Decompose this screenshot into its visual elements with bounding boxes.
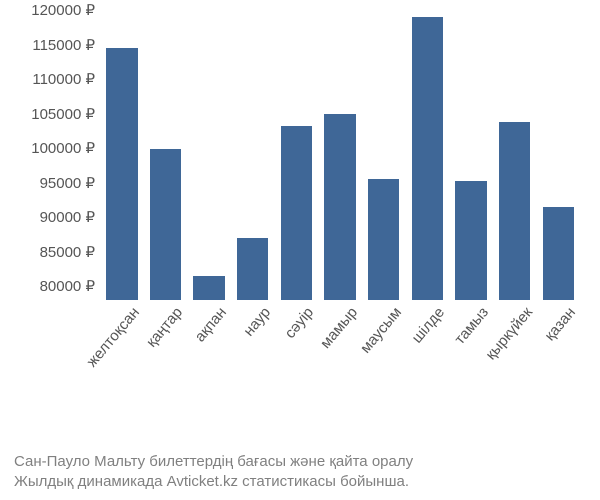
- bar-slot: [144, 10, 188, 300]
- x-axis-label: сәуір: [282, 304, 318, 342]
- chart-caption: Сан-Пауло Мальту билеттердің бағасы және…: [0, 452, 600, 493]
- y-tick: 95000 ₽: [40, 174, 95, 192]
- x-axis-label: наур: [240, 304, 274, 340]
- bar-slot: [405, 10, 449, 300]
- x-axis-label: қазан: [542, 304, 580, 344]
- x-axis-label: ақпан: [192, 304, 231, 345]
- x-axis-labels: желтоқсанқаңтарақпаннаурсәуірмамырмаусым…: [100, 304, 580, 444]
- bar: [543, 207, 574, 300]
- x-axis-label: мамыр: [317, 304, 361, 352]
- x-axis-label: шілде: [409, 304, 449, 347]
- bar: [324, 114, 355, 300]
- bar-slot: [362, 10, 406, 300]
- price-chart: 80000 ₽ 85000 ₽ 90000 ₽ 95000 ₽ 100000 ₽ 1050…: [0, 0, 600, 440]
- x-axis-label: қаңтар: [144, 304, 187, 351]
- bar-slot: [187, 10, 231, 300]
- y-tick: 120000 ₽: [31, 1, 95, 19]
- x-axis-label: тамыз: [451, 304, 492, 348]
- x-axis-label: маусым: [357, 304, 405, 357]
- y-tick: 110000 ₽: [32, 70, 95, 88]
- y-tick: 100000 ₽: [31, 139, 95, 157]
- y-tick: 105000 ₽: [31, 105, 95, 123]
- bar-slot: [231, 10, 275, 300]
- bar-slot: [100, 10, 144, 300]
- plot-area: [100, 10, 580, 300]
- bar: [150, 149, 181, 300]
- bar: [106, 48, 137, 300]
- x-axis-label: желтоқсан: [83, 304, 143, 370]
- y-tick: 85000 ₽: [40, 243, 95, 261]
- bar: [281, 126, 312, 300]
- y-tick: 90000 ₽: [40, 208, 95, 226]
- caption-line-2: Жылдық динамикада Avticket.kz статистика…: [14, 473, 409, 490]
- bar-slot: [493, 10, 537, 300]
- bar-slot: [536, 10, 580, 300]
- bar: [237, 238, 268, 300]
- y-tick: 80000 ₽: [40, 277, 95, 295]
- y-tick: 115000 ₽: [32, 36, 95, 54]
- y-axis: 80000 ₽ 85000 ₽ 90000 ₽ 95000 ₽ 100000 ₽ 1050…: [0, 10, 95, 300]
- bars-container: [100, 10, 580, 300]
- bar: [499, 122, 530, 300]
- bar: [412, 17, 443, 300]
- bar-slot: [449, 10, 493, 300]
- bar: [455, 181, 486, 300]
- caption-line-1: Сан-Пауло Мальту билеттердің бағасы және…: [14, 453, 413, 470]
- bar-slot: [275, 10, 319, 300]
- bar: [193, 276, 224, 300]
- bar: [368, 179, 399, 300]
- bar-slot: [318, 10, 362, 300]
